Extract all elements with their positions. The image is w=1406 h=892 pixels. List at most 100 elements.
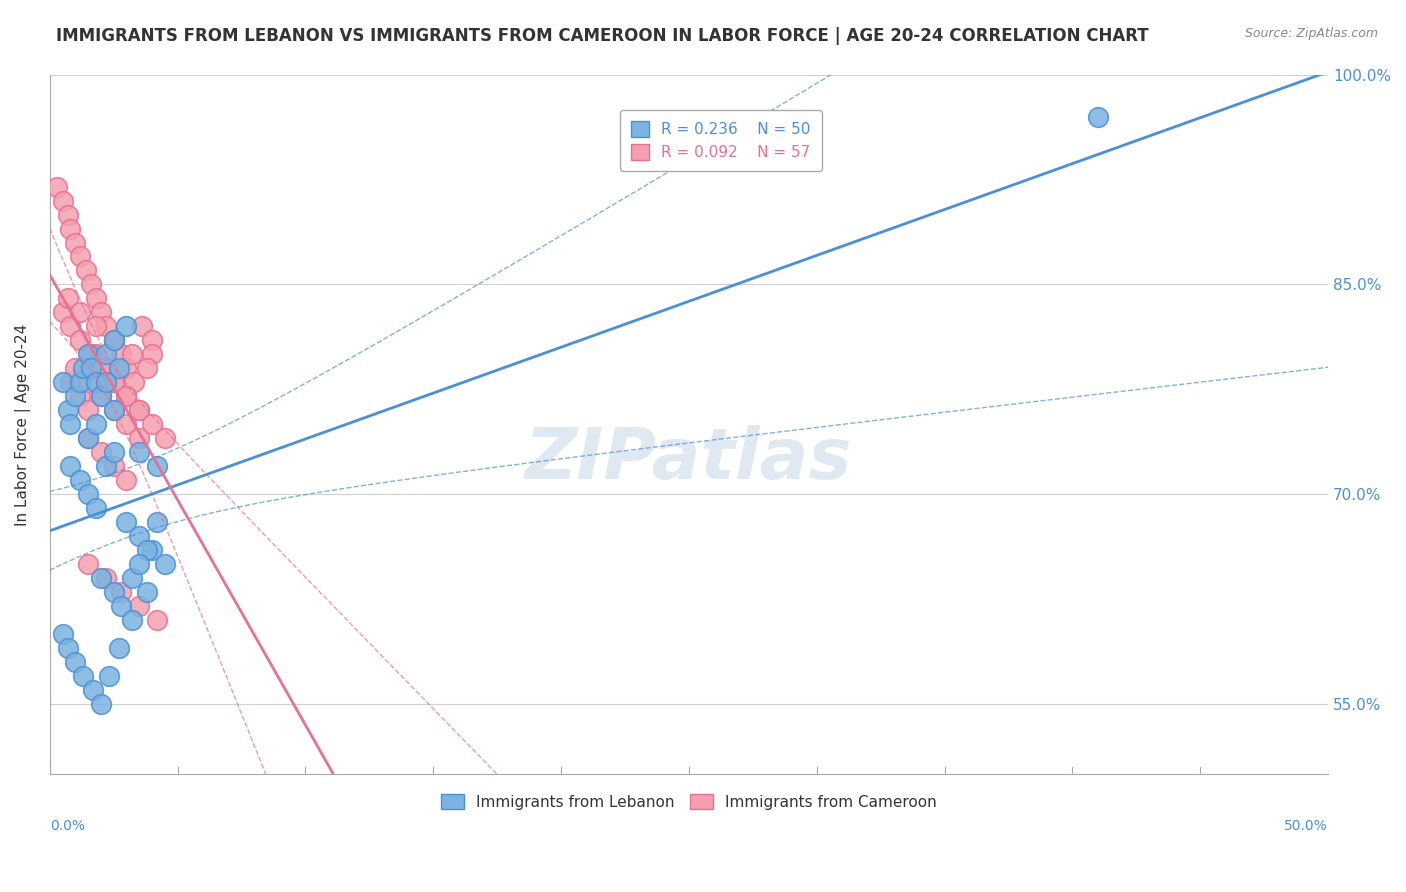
Point (110, 809, 132, 823)
Point (51, 376, 73, 390)
Point (115, 319, 138, 334)
Point (77, 376, 100, 390)
Point (90, 305, 112, 319)
Point (56, 641, 79, 656)
Point (103, 585, 125, 599)
Point (141, 417, 163, 432)
Point (59, 376, 82, 390)
Point (141, 543, 163, 558)
Point (51, 627, 73, 641)
Point (77, 347, 100, 361)
Point (115, 389, 138, 403)
Point (121, 614, 143, 628)
Text: 50.0%: 50.0% (1285, 819, 1329, 833)
Point (90, 389, 112, 403)
Point (103, 403, 125, 417)
Point (103, 459, 125, 474)
Point (84, 319, 107, 334)
Text: Source: ZipAtlas.com: Source: ZipAtlas.com (1244, 27, 1378, 40)
Point (72, 361, 94, 376)
Point (128, 403, 150, 417)
Point (59, 319, 82, 334)
Point (90, 445, 112, 459)
Point (141, 334, 163, 348)
Point (46, 179, 69, 194)
Point (79, 347, 101, 361)
Point (135, 543, 157, 558)
Point (121, 572, 143, 586)
Point (135, 361, 157, 376)
Point (75, 263, 97, 277)
Point (128, 558, 150, 572)
Point (110, 347, 132, 361)
Point (94, 572, 117, 586)
Point (128, 445, 150, 459)
Point (110, 599, 132, 614)
Text: IMMIGRANTS FROM LEBANON VS IMMIGRANTS FROM CAMEROON IN LABOR FORCE | AGE 20-24 C: IMMIGRANTS FROM LEBANON VS IMMIGRANTS FR… (56, 27, 1149, 45)
Point (69, 305, 91, 319)
Point (115, 516, 138, 530)
Point (69, 389, 91, 403)
Point (90, 572, 112, 586)
Point (94, 376, 117, 390)
Point (69, 250, 91, 264)
Point (51, 305, 73, 319)
Point (69, 334, 91, 348)
Point (56, 403, 79, 417)
Point (65, 235, 87, 250)
Point (59, 459, 82, 474)
Y-axis label: In Labor Force | Age 20-24: In Labor Force | Age 20-24 (15, 324, 31, 525)
Point (94, 347, 117, 361)
Point (90, 361, 112, 376)
Point (107, 641, 129, 656)
Point (131, 319, 153, 334)
Point (82, 683, 104, 698)
Point (79, 361, 101, 376)
Point (77, 432, 100, 446)
Point (115, 474, 138, 488)
Point (77, 403, 100, 417)
Point (110, 585, 132, 599)
Point (90, 389, 112, 403)
Point (77, 558, 100, 572)
Point (146, 614, 169, 628)
Point (79, 277, 101, 292)
Point (103, 376, 125, 390)
Point (153, 432, 176, 446)
Point (77, 432, 100, 446)
Point (84, 376, 107, 390)
Point (84, 417, 107, 432)
Point (84, 347, 107, 361)
Point (56, 292, 79, 306)
Point (56, 207, 79, 221)
Point (122, 376, 145, 390)
Point (97, 669, 120, 683)
Point (77, 487, 100, 501)
Text: ZIPatlas: ZIPatlas (526, 425, 852, 494)
Point (115, 361, 138, 376)
Text: 0.0%: 0.0% (49, 819, 84, 833)
Point (128, 403, 150, 417)
Point (94, 459, 117, 474)
Point (59, 417, 82, 432)
Point (128, 599, 150, 614)
Point (135, 585, 157, 599)
Point (115, 389, 138, 403)
Point (51, 194, 73, 208)
Point (128, 432, 150, 446)
Point (65, 389, 87, 403)
Point (103, 334, 125, 348)
Point (65, 361, 87, 376)
Point (90, 796, 112, 810)
Point (69, 376, 91, 390)
Point (121, 347, 143, 361)
Legend: Immigrants from Lebanon, Immigrants from Cameroon: Immigrants from Lebanon, Immigrants from… (434, 788, 943, 816)
Point (107, 361, 129, 376)
Point (103, 445, 125, 459)
Point (128, 529, 150, 543)
Point (153, 558, 176, 572)
Point (94, 319, 117, 334)
Point (146, 516, 169, 530)
Point (146, 459, 169, 474)
Point (84, 501, 107, 516)
